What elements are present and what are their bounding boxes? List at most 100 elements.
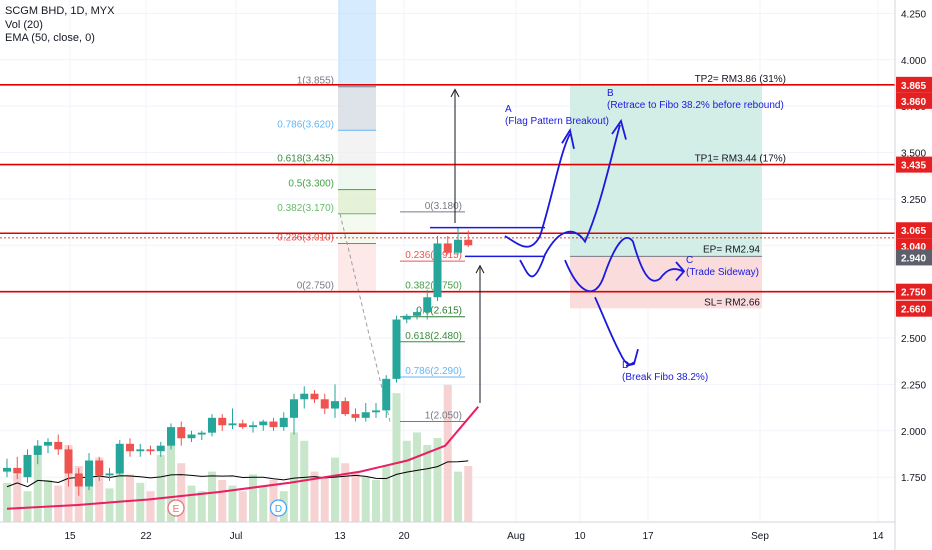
event-marker-letter-e: E — [173, 504, 180, 515]
candle-body-6 — [64, 449, 73, 474]
candle-body-38 — [392, 319, 401, 379]
candle-body-15 — [156, 445, 165, 452]
candle-body-32 — [331, 401, 339, 409]
price-badge-2 — [896, 156, 932, 173]
price-badge-6 — [896, 283, 932, 300]
candle-body-22 — [228, 423, 237, 426]
scenario-d-arrowhead — [625, 348, 639, 367]
volume-bar-2 — [23, 491, 32, 522]
candle-body-27 — [279, 417, 288, 428]
volume-bar-0 — [3, 482, 11, 522]
horizontal-lines — [0, 84, 895, 293]
price-badge-label-4: 3.040 — [901, 242, 926, 253]
time-label-5: Aug — [507, 531, 525, 542]
label-d-letter: D — [622, 360, 629, 371]
candle-body-18 — [187, 434, 196, 439]
volume-bar-20 — [208, 471, 216, 522]
volume-bar-24 — [249, 474, 257, 522]
fib-left-band-4 — [338, 213, 376, 244]
candle-body-37 — [382, 378, 391, 411]
volume-bar-39 — [402, 440, 411, 522]
legend-symbol[interactable]: SCGM BHD, 1D, MYX — [5, 5, 115, 17]
volume-bar-43 — [443, 384, 452, 522]
candle-body-43 — [443, 243, 452, 253]
time-label-9: 14 — [872, 531, 884, 542]
time-label-1: 22 — [140, 531, 152, 542]
volume-bar-35 — [361, 477, 370, 522]
candle-body-21 — [218, 417, 227, 426]
price-badge-label-6: 2.750 — [901, 288, 926, 299]
candle-body-9 — [95, 460, 104, 476]
price-badge-1 — [896, 92, 932, 109]
candle-body-17 — [177, 427, 186, 439]
legend-ema[interactable]: EMA (50, close, 0) — [5, 32, 95, 44]
price-tick-10: 1.750 — [901, 473, 926, 484]
ep-label: EP= RM2.94 — [703, 244, 760, 255]
candle-body-4 — [44, 441, 52, 446]
candle-body-24 — [249, 425, 257, 428]
price-tick-4: 3.250 — [901, 195, 926, 206]
label-b-letter: B — [607, 88, 614, 99]
candle-body-1 — [13, 467, 22, 474]
volume-bar-8 — [85, 471, 93, 522]
candle-body-41 — [423, 297, 432, 313]
price-tick-0: 4.250 — [901, 9, 926, 20]
tp2-label: TP2= RM3.86 (31%) — [695, 74, 786, 85]
volume-bar-16 — [167, 435, 175, 522]
candle-body-44 — [454, 239, 462, 253]
time-label-8: Sep — [751, 531, 769, 542]
fib-left-label-2: 0.618(3.435) — [277, 154, 334, 165]
time-label-7: 17 — [642, 531, 654, 542]
price-tick-8: 2.250 — [901, 380, 926, 391]
volume-bar-41 — [423, 445, 432, 522]
candle-body-23 — [238, 423, 247, 428]
fib-left-band-3 — [338, 189, 376, 214]
volume-bar-37 — [382, 466, 391, 522]
drawings — [430, 88, 686, 403]
volume-bar-18 — [187, 485, 196, 522]
fib-right-label-3: 0.5(2.615) — [416, 306, 462, 317]
volume-bar-9 — [95, 457, 104, 522]
volume-bar-3 — [33, 454, 42, 522]
candle-body-34 — [351, 414, 360, 418]
labels: A(Flag Pattern Breakout) B(Retrace to Fib… — [167, 74, 786, 517]
candle-body-26 — [269, 421, 278, 428]
candle-body-45 — [464, 239, 473, 246]
candle-body-35 — [361, 412, 370, 418]
price-tick-7: 2.500 — [901, 334, 926, 345]
price-axis[interactable]: 4.2504.0003.7503.5003.2503.0002.7502.500… — [894, 0, 932, 550]
label-b-text: (Retrace to Fibo 38.2% before rebound) — [607, 100, 784, 111]
candle-body-28 — [290, 399, 298, 418]
candle-body-16 — [167, 427, 175, 446]
candle-body-3 — [33, 445, 42, 455]
candle-body-13 — [136, 449, 145, 452]
measure-arrow-up-head — [450, 88, 460, 98]
fib-left-band-2 — [338, 164, 376, 190]
price-badge-7 — [896, 300, 932, 317]
zones — [338, 0, 762, 309]
volume-bar-22 — [228, 485, 237, 522]
volume-bar-40 — [413, 432, 421, 522]
price-badge-label-3: 3.065 — [901, 226, 926, 237]
volume-bar-26 — [269, 480, 278, 522]
label-a-text: (Flag Pattern Breakout) — [505, 116, 609, 127]
price-badge-label-7: 2.660 — [901, 305, 926, 316]
price-badge-5 — [896, 249, 932, 266]
legend-volume[interactable]: Vol (20) — [5, 18, 43, 31]
tp1-label: TP1= RM3.44 (17%) — [695, 154, 786, 165]
fib-right-label-5: 0.786(2.290) — [405, 366, 462, 377]
candle-body-12 — [126, 443, 134, 452]
candle-body-33 — [341, 401, 350, 415]
volume-bar-36 — [372, 480, 380, 522]
volume-bar-17 — [177, 463, 186, 522]
price-badge-label-1: 3.860 — [901, 97, 926, 108]
volume-bar-44 — [454, 471, 462, 522]
volume-bar-32 — [331, 457, 339, 522]
fib-right-label-0: 0(3.180) — [425, 201, 462, 212]
price-tick-3: 3.500 — [901, 149, 926, 160]
volume-bar-30 — [310, 471, 319, 522]
scenario-a-path — [504, 133, 571, 248]
time-axis[interactable]: 15 22 Jul 13 20 Aug 10 17 Sep 14 — [0, 521, 895, 542]
candle-body-20 — [208, 417, 216, 433]
